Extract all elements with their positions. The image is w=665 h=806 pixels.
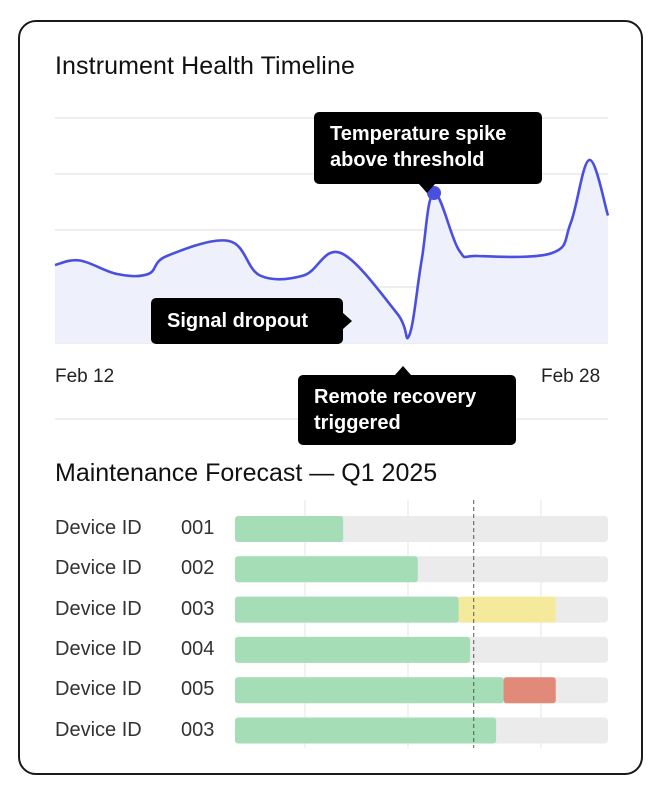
annotation-pointer [343, 313, 352, 329]
annotation-line: Temperature spike [330, 123, 507, 145]
row-label: Device ID [55, 517, 142, 539]
annotation-temperature-spike: Temperature spike above threshold [314, 112, 542, 193]
annotation-line: triggered [314, 412, 401, 434]
forecast-title: Maintenance Forecast — Q1 2025 [55, 459, 438, 487]
row-label: Device ID [55, 557, 142, 580]
annotation-line: above threshold [330, 149, 485, 171]
row-device-id: 005 [181, 678, 215, 701]
series-area [55, 159, 608, 343]
x-tick-label-end: Feb 28 [541, 366, 601, 387]
annotation-signal-dropout: Signal dropout [151, 298, 352, 344]
row-label: Device ID [55, 597, 142, 620]
series-line [54, 158, 610, 340]
x-tick-label-start: Feb 12 [55, 366, 115, 387]
row-device-id: 003 [181, 718, 215, 741]
annotation-line: Signal dropout [167, 310, 309, 332]
annotation-remote-recovery: Remote recovery triggered [298, 366, 516, 445]
row-label: Device ID [55, 678, 142, 701]
row-device-id: 004 [181, 637, 215, 660]
annotation-pointer [395, 366, 411, 375]
row-device-id: 002 [181, 557, 215, 580]
annotation-pointer [419, 184, 435, 193]
timeline-title: Instrument Health Timeline [55, 52, 355, 80]
row-device-id: 001 [181, 517, 215, 539]
row-device-id: 003 [181, 597, 215, 620]
row-label: Device ID [55, 637, 142, 660]
row-label: Device ID [55, 718, 142, 741]
annotation-line: Remote recovery [314, 386, 477, 408]
